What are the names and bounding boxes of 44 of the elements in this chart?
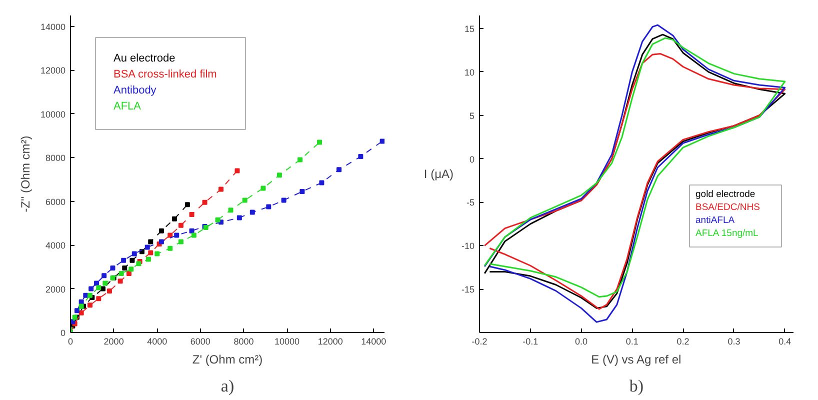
x-tick-label: 0 [68, 336, 74, 346]
x-tick-label: 8000 [234, 336, 254, 346]
y-tick-label: 12000 [40, 66, 66, 76]
y-tick-label: 4000 [45, 240, 66, 251]
x-axis-title: Z' (Ohm cm²) [192, 352, 263, 366]
x-tick-label: 14000 [361, 336, 386, 346]
y-tick-label: 0 [60, 328, 66, 338]
x-tick-label: 12000 [318, 336, 343, 346]
text: AFLA [114, 100, 142, 112]
x-tick-label: 0.2 [676, 336, 690, 346]
y-tick-label: 15 [464, 24, 475, 34]
y-tick-label: 2000 [45, 284, 66, 294]
text: antiAFLA [696, 215, 736, 226]
x-tick-label: -0.1 [522, 336, 538, 346]
x-tick-label: 0.4 [778, 336, 792, 346]
text: b) [629, 376, 644, 396]
x-axis-title: E (V) vs Ag ref el [591, 352, 682, 366]
y-tick-label: 0 [469, 154, 475, 164]
text: Antibody [114, 84, 157, 96]
y-tick-label: -15 [461, 284, 475, 295]
y-tick-label: -10 [461, 241, 475, 252]
y-tick-label: 5 [469, 110, 475, 121]
text: Au electrode [114, 52, 176, 64]
x-tick-label: 4000 [147, 336, 168, 346]
text: AFLA 15ng/mL [696, 228, 758, 239]
y-axis-title: I (μA) [424, 167, 454, 181]
text: gold electrode [696, 189, 756, 200]
text: BSA/EDC/NHS [696, 202, 760, 213]
y-tick-label: 14000 [40, 22, 66, 32]
y-tick-label: 8000 [45, 153, 66, 164]
x-tick-label: 6000 [190, 336, 210, 346]
x-tick-label: 0.1 [626, 336, 638, 346]
x-tick-label: 0.3 [728, 336, 740, 346]
y-tick-label: -5 [466, 198, 475, 208]
x-tick-label: 0.0 [575, 336, 588, 346]
x-tick-label: 2000 [104, 336, 124, 346]
text: BSA cross-linked film [114, 68, 217, 80]
text: a) [220, 376, 234, 396]
y-axis-title: -Z'' (Ohm cm²) [18, 136, 32, 212]
y-tick-label: 6000 [45, 196, 66, 207]
x-tick-label: -0.2 [472, 336, 488, 346]
y-tick-label: 10000 [40, 109, 66, 120]
x-tick-label: 10000 [274, 336, 300, 346]
y-tick-label: 10 [464, 67, 475, 78]
